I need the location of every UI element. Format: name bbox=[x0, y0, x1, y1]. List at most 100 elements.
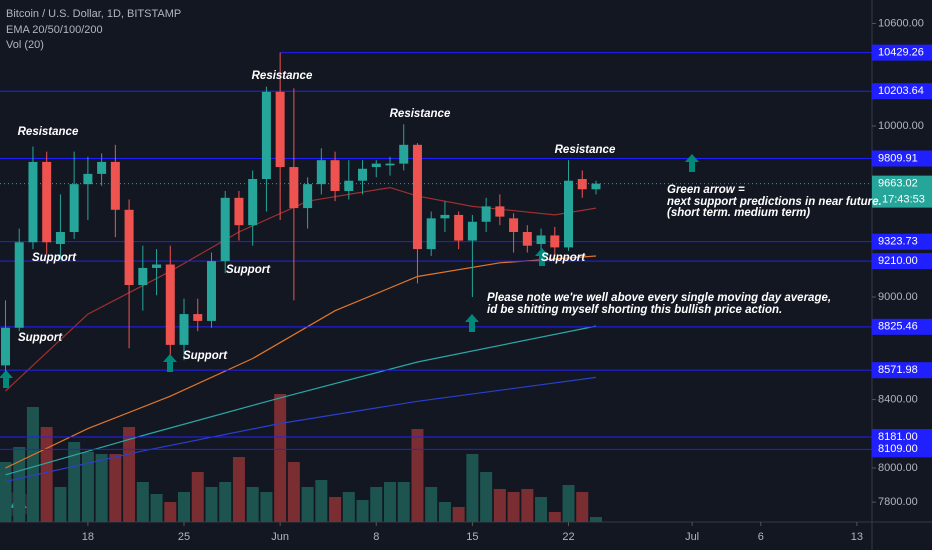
x-tick-label: 25 bbox=[178, 531, 190, 543]
volume-bar bbox=[287, 462, 300, 522]
level-label: 8109.00 bbox=[878, 443, 918, 455]
level-label: 10429.26 bbox=[878, 47, 924, 59]
candle-body bbox=[97, 161, 107, 174]
annotation: Resistance bbox=[18, 126, 79, 138]
volume-bar bbox=[26, 407, 39, 522]
volume-bar bbox=[205, 487, 218, 522]
volume-bar bbox=[136, 482, 149, 522]
volume-bar bbox=[0, 462, 12, 522]
x-tick-label: 6 bbox=[758, 531, 764, 543]
candle-body bbox=[591, 183, 601, 190]
candle-body bbox=[165, 264, 175, 345]
annotation: Please note we're well above every singl… bbox=[487, 292, 831, 304]
volume-bar bbox=[397, 482, 410, 522]
volume-bar bbox=[232, 457, 245, 522]
level-label-box bbox=[872, 441, 932, 458]
candle-body bbox=[509, 218, 519, 233]
candle-body bbox=[55, 232, 65, 244]
candle-body bbox=[412, 144, 422, 250]
candle-body bbox=[316, 160, 326, 185]
indicator-label: EMA 20/50/100/200 bbox=[6, 24, 103, 36]
candle-body bbox=[344, 180, 354, 191]
level-label-box bbox=[872, 253, 932, 270]
volume-bar bbox=[246, 487, 259, 522]
volume-bar bbox=[370, 487, 383, 522]
candle-body bbox=[28, 161, 38, 243]
volume-bar bbox=[13, 447, 26, 522]
candle-body bbox=[550, 235, 560, 248]
x-tick-label: 18 bbox=[82, 531, 94, 543]
candle-body bbox=[303, 184, 313, 209]
x-tick-label: 8 bbox=[373, 531, 379, 543]
candle-body bbox=[467, 221, 477, 241]
x-tick-label: Jun bbox=[271, 531, 289, 543]
volume-bar bbox=[425, 487, 438, 522]
level-label-box bbox=[872, 44, 932, 61]
annotation: Support bbox=[183, 350, 228, 362]
candle-body bbox=[454, 214, 464, 241]
volume-bar bbox=[274, 394, 287, 522]
level-label: 10203.64 bbox=[878, 85, 924, 97]
candle-body bbox=[426, 218, 436, 250]
x-tick-label: 13 bbox=[851, 531, 863, 543]
candle-body bbox=[69, 184, 79, 233]
volume-bar bbox=[548, 512, 561, 522]
x-tick-label: 22 bbox=[562, 531, 574, 543]
candle-body bbox=[138, 267, 148, 286]
volume-bar bbox=[329, 497, 342, 522]
y-tick-label: 8400.00 bbox=[878, 393, 918, 405]
volume-bar bbox=[109, 454, 122, 522]
level-label: 9210.00 bbox=[878, 255, 918, 267]
chart-title: Bitcoin / U.S. Dollar, 1D, BITSTAMP bbox=[6, 8, 181, 20]
indicator-label: Vol (20) bbox=[6, 39, 44, 51]
candle-body bbox=[248, 179, 258, 226]
volume-bar bbox=[576, 492, 589, 522]
volume-bar bbox=[164, 502, 177, 522]
level-label-box bbox=[872, 150, 932, 167]
level-label-box bbox=[872, 233, 932, 250]
annotation: Resistance bbox=[252, 70, 313, 82]
green-arrow bbox=[685, 154, 699, 172]
candle-body bbox=[83, 173, 93, 185]
annotation: Resistance bbox=[555, 144, 616, 156]
volume-bar bbox=[493, 489, 506, 522]
candle-body bbox=[385, 163, 395, 166]
volume-bar bbox=[260, 492, 273, 522]
x-tick-label: 15 bbox=[466, 531, 478, 543]
annotation: Support bbox=[32, 252, 77, 264]
volume-bar bbox=[81, 452, 94, 522]
volume-bar bbox=[150, 494, 163, 522]
volume-bar bbox=[562, 485, 575, 522]
candle-body bbox=[564, 180, 574, 248]
candle-body bbox=[193, 314, 203, 321]
level-label: 9809.91 bbox=[878, 152, 918, 164]
candle-body bbox=[536, 235, 546, 244]
green-arrow bbox=[163, 354, 177, 372]
volume-bar bbox=[301, 487, 314, 522]
volume-bar bbox=[383, 482, 396, 522]
candle-body bbox=[481, 206, 491, 222]
level-label: 8825.46 bbox=[878, 321, 918, 333]
annotation: id be shitting myself shorting this bull… bbox=[487, 304, 782, 316]
annotation: Support bbox=[226, 264, 271, 276]
candle-body bbox=[440, 214, 450, 219]
candle-body bbox=[234, 197, 244, 226]
volume-bar bbox=[466, 454, 479, 522]
candle-body bbox=[152, 264, 162, 268]
annotation: (short term. medium term) bbox=[667, 207, 810, 219]
candle-body bbox=[577, 179, 587, 190]
volume-bar bbox=[315, 480, 328, 522]
volume-bar bbox=[356, 500, 369, 522]
candle-body bbox=[179, 314, 189, 345]
level-label-box bbox=[872, 429, 932, 446]
candle-body bbox=[495, 206, 505, 217]
candle-body bbox=[206, 261, 216, 321]
volume-bar bbox=[68, 442, 81, 522]
y-tick-label: 9000.00 bbox=[878, 291, 918, 303]
volume-bar bbox=[95, 454, 108, 522]
volume-bar bbox=[342, 492, 355, 522]
candle-body bbox=[220, 197, 230, 262]
volume-bar bbox=[589, 517, 602, 522]
